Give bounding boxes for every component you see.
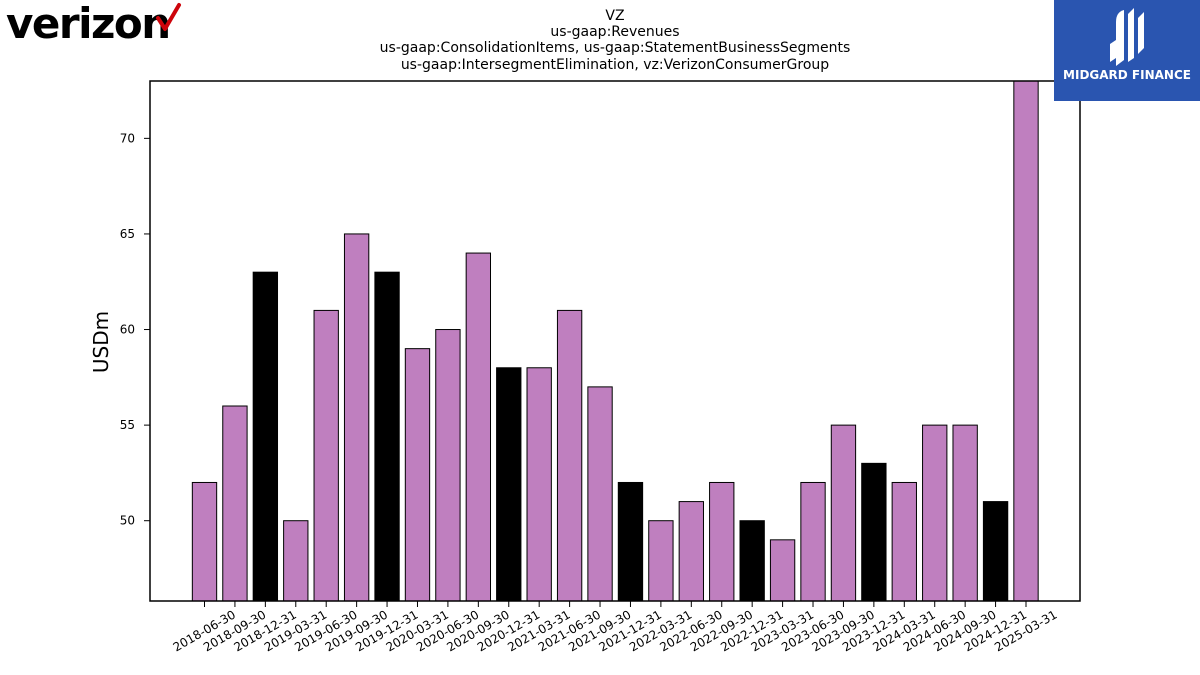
bar-2020-09-30: [465, 252, 492, 602]
bar-2023-06-30: [800, 481, 826, 602]
y-axis: 50 55 60 65 70: [120, 131, 150, 528]
bar-2018-06-30: [191, 481, 218, 602]
chart-title-line-3: us-gaap:ConsolidationItems, us-gaap:Stat…: [380, 40, 851, 56]
y-tick-label-70: 70: [120, 131, 135, 145]
bar-2021-09-30: [587, 386, 613, 602]
y-tick-label-60: 60: [120, 323, 135, 337]
bar-2022-09-30: [709, 481, 735, 602]
bar-2018-12-31: [252, 271, 279, 602]
bar-2023-03-31: [769, 539, 796, 602]
y-tick-label-65: 65: [120, 227, 135, 241]
bar-2024-09-30: [952, 424, 978, 602]
bar-2022-12-31: [739, 520, 765, 602]
bar-2024-12-31: [982, 501, 1009, 602]
bar-2021-12-31: [617, 481, 644, 602]
check-mark-icon: [156, 3, 181, 31]
y-tick-label-55: 55: [120, 418, 135, 432]
bar-2020-06-30: [435, 329, 461, 602]
bar-2018-09-30: [222, 405, 248, 602]
x-axis: 2018-06-302018-09-302018-12-312019-03-31…: [171, 601, 1060, 654]
verizon-logo: verizon: [6, 0, 181, 48]
chart-title-line-1: VZ: [605, 8, 624, 24]
chart-title-line-4: us-gaap:IntersegmentElimination, vz:Veri…: [401, 57, 829, 73]
bar-2020-03-31: [404, 348, 431, 602]
y-tick-label-50: 50: [120, 514, 135, 528]
bar-2019-03-31: [283, 520, 309, 602]
bar-2024-03-31: [891, 481, 917, 602]
bar-2023-12-31: [861, 462, 887, 602]
bar-2024-06-30: [922, 424, 948, 602]
bar-2023-09-30: [830, 424, 857, 602]
y-axis-label: USDm: [89, 311, 113, 373]
bar-2022-03-31: [648, 520, 674, 602]
bar-2019-09-30: [343, 233, 370, 602]
publisher-name: MIDGARD FINANCE: [1063, 68, 1191, 82]
bar-series: [191, 80, 1039, 602]
bar-2021-06-30: [556, 309, 583, 602]
bar-2019-06-30: [313, 309, 339, 602]
midgard-finance-logo: MIDGARD FINANCE: [1054, 0, 1200, 101]
plot-frame: [149, 80, 1081, 602]
chart-title: VZ us-gaap:Revenues us-gaap:Consolidatio…: [380, 8, 851, 73]
chart-title-line-2: us-gaap:Revenues: [550, 24, 679, 40]
bar-2020-12-31: [496, 367, 522, 602]
bar-2019-12-31: [374, 271, 400, 602]
bar-2025-03-31: [1013, 80, 1039, 602]
bar-2022-06-30: [678, 501, 704, 602]
company-wordmark: verizon: [6, 0, 171, 48]
bar-2021-03-31: [526, 367, 552, 602]
midgard-emblem-icon: [1110, 8, 1144, 66]
